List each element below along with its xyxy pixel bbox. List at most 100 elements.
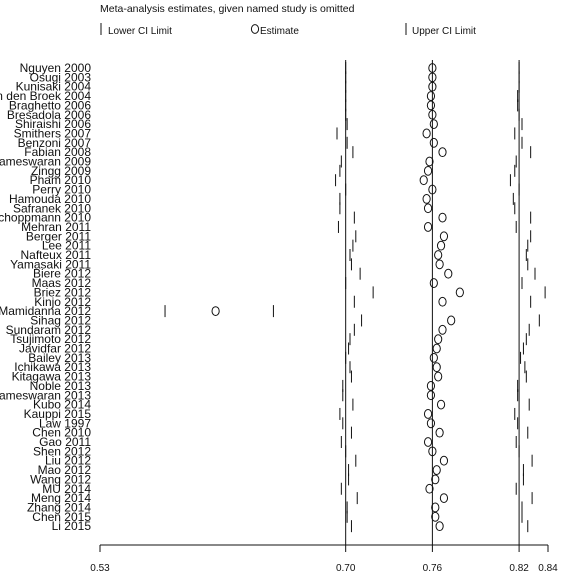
estimate-mark (435, 427, 444, 438)
estimate-mark (432, 343, 441, 354)
study-label: Wang 2012 (30, 472, 91, 486)
study-label: Liu 2012 (45, 454, 91, 468)
study-label: Briez 2012 (34, 285, 92, 299)
study-label: Hamouda 2010 (9, 192, 91, 206)
estimate-mark (423, 409, 433, 419)
estimate-mark (429, 352, 438, 363)
estimate-mark (444, 268, 453, 279)
study-label: Zingg 2009 (31, 164, 91, 178)
study-label: Benzoni 2007 (18, 136, 92, 150)
x-tick-label: 0.53 (90, 563, 110, 574)
estimate-mark (428, 72, 437, 83)
estimate-mark (425, 483, 434, 494)
chart-title: Meta-analysis estimates, given named stu… (100, 3, 355, 15)
estimate-mark (432, 465, 441, 475)
study-label: Sihag 2012 (30, 313, 91, 327)
estimate-mark (422, 128, 431, 139)
estimate-mark (438, 212, 447, 223)
x-ticks: 0.53 0.70 0.76 0.82 0.84 (90, 545, 558, 574)
estimate-mark (455, 287, 464, 298)
x-tick-label: 0.76 (423, 563, 443, 574)
study-label: Li 2015 (52, 519, 92, 533)
estimate-mark (435, 259, 444, 270)
estimate-mark (419, 175, 428, 186)
study-label: Osugi 2003 (30, 70, 92, 84)
estimate-mark (429, 137, 438, 148)
estimate-mark (439, 493, 449, 504)
estimate-mark (211, 306, 220, 317)
estimate-mark (431, 502, 440, 513)
study-label: Parameswaran 2009 (0, 155, 91, 169)
estimate-mark (428, 63, 437, 73)
study-label: Nguyen 2000 (20, 61, 92, 75)
legend-estimate-label: Estimate (260, 26, 299, 37)
estimate-mark (438, 147, 447, 158)
estimate-mark (423, 165, 433, 176)
study-label: Schoppmann 2010 (0, 211, 91, 225)
study-label: Van den Broek 2004 (0, 89, 91, 103)
estimate-mark (438, 324, 447, 335)
study-marks (164, 62, 546, 533)
study-label: Chen 2015 (32, 510, 91, 524)
estimate-mark (426, 91, 436, 101)
study-label: Shen 2012 (33, 444, 91, 458)
study-label: Fabian 2008 (24, 145, 91, 159)
estimate-mark (425, 156, 434, 167)
estimate-mark (436, 240, 446, 251)
study-label: Zhang 2014 (27, 500, 91, 514)
estimate-mark (429, 119, 438, 129)
study-label: Smithers 2007 (14, 126, 92, 140)
study-label: Nafteux 2011 (21, 248, 92, 262)
study-label: Biere 2012 (33, 267, 91, 281)
reference-lines (345, 60, 520, 545)
study-label: Perry 2010 (32, 183, 91, 197)
study-label: MU 2014 (42, 482, 91, 496)
study-label: Noble 2013 (30, 379, 92, 393)
study-label: Mao 2012 (38, 463, 92, 477)
estimate-mark (423, 222, 433, 232)
study-label: Parameswaran 2013 (0, 388, 91, 402)
study-label: Tsujimoto 2012 (10, 332, 91, 346)
study-label: Kinjo 2012 (34, 295, 91, 309)
study-label: Mamidanna 2012 (0, 304, 91, 318)
estimate-mark (447, 315, 456, 326)
estimate-mark (431, 511, 440, 522)
study-label: Bresadola 2006 (7, 108, 91, 122)
estimate-mark (422, 194, 431, 204)
study-label: Mehran 2011 (21, 220, 91, 234)
study-label: Maas 2012 (32, 276, 92, 290)
study-label: Gao 2011 (39, 435, 91, 449)
estimate-mark (428, 184, 437, 195)
study-label: Pham 2010 (30, 173, 92, 187)
study-label: Law 1997 (39, 416, 91, 430)
estimate-mark (428, 81, 437, 92)
estimate-mark (426, 381, 436, 391)
estimate-mark (432, 362, 441, 373)
estimate-mark (428, 109, 437, 120)
estimate-mark (428, 446, 437, 457)
x-tick-label: 0.70 (336, 563, 356, 574)
study-label: Bailey 2013 (28, 351, 91, 365)
estimate-mark (439, 455, 449, 466)
legend: Lower CI Limit Estimate Upper CI Limit (100, 23, 476, 37)
study-label: Braghetto 2006 (9, 98, 91, 112)
estimate-mark (434, 371, 443, 382)
estimate-mark (429, 278, 438, 288)
study-label: Shiraishi 2006 (15, 117, 91, 131)
estimate-mark (439, 231, 449, 242)
legend-lower-label: Lower CI Limit (108, 26, 172, 37)
study-label: Lee 2011 (42, 239, 91, 253)
study-label: Chen 2010 (32, 426, 91, 440)
estimate-mark (426, 100, 436, 111)
estimate-mark (434, 334, 443, 345)
estimate-mark (438, 296, 447, 307)
estimate-mark (423, 437, 433, 447)
estimate-mark (426, 390, 436, 401)
estimate-mark (436, 399, 446, 410)
study-label: Kitagawa 2013 (12, 370, 92, 384)
estimate-mark (435, 521, 444, 532)
estimate-mark (426, 418, 436, 429)
study-label: Sundaram 2012 (6, 323, 92, 337)
